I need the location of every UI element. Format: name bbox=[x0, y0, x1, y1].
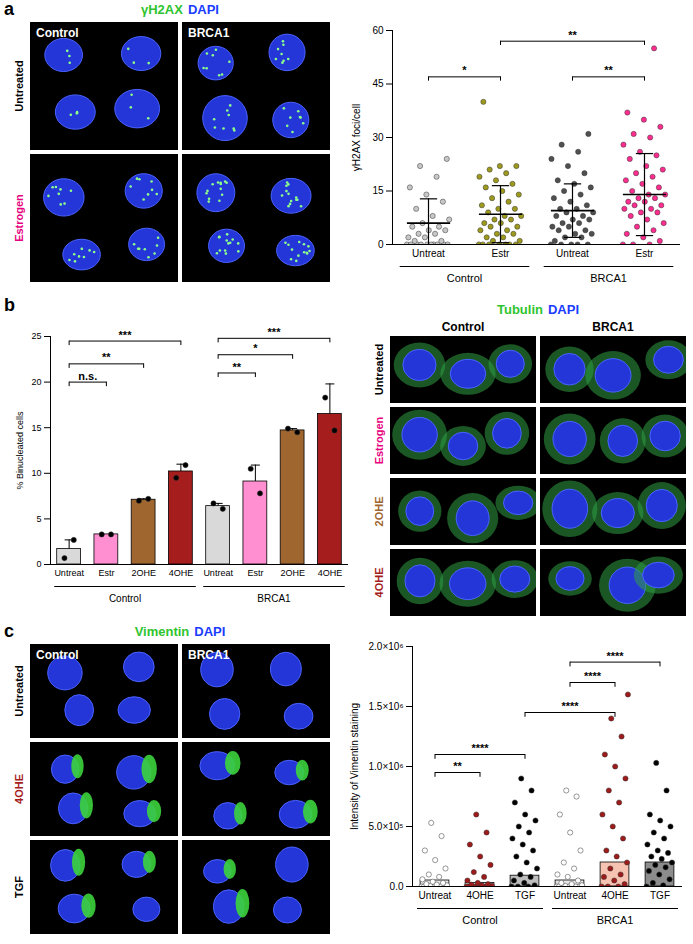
svg-text:1.5×10⁶: 1.5×10⁶ bbox=[369, 701, 404, 712]
svg-text:20: 20 bbox=[31, 377, 41, 387]
html-text:c: c bbox=[4, 621, 14, 641]
svg-text:****: **** bbox=[471, 742, 489, 754]
svg-text:VimentinDAPI: VimentinDAPI bbox=[135, 624, 226, 639]
svg-text:Untreat: Untreat bbox=[554, 890, 587, 901]
svg-text:TGF: TGF bbox=[13, 876, 25, 898]
svg-text:4OHE: 4OHE bbox=[13, 774, 25, 804]
svg-text:Estrogen: Estrogen bbox=[373, 416, 385, 464]
svg-text:TGF: TGF bbox=[650, 890, 670, 901]
svg-text:***: *** bbox=[119, 329, 133, 341]
svg-text:0.0: 0.0 bbox=[390, 881, 404, 892]
svg-text:γH2AX foci/cell: γH2AX foci/cell bbox=[351, 104, 362, 171]
svg-text:Untreat: Untreat bbox=[412, 248, 445, 259]
svg-text:2OHE: 2OHE bbox=[280, 568, 305, 578]
svg-text:15: 15 bbox=[372, 185, 384, 196]
svg-text:*: * bbox=[462, 64, 467, 76]
svg-text:BRCA1: BRCA1 bbox=[188, 26, 230, 40]
html-text:a: a bbox=[4, 0, 14, 19]
svg-text:Intensity of Vimentin staining: Intensity of Vimentin staining bbox=[349, 703, 360, 830]
svg-text:30: 30 bbox=[372, 132, 384, 143]
svg-text:****: **** bbox=[584, 670, 602, 682]
svg-text:Untreated: Untreated bbox=[13, 60, 25, 111]
svg-text:Control: Control bbox=[447, 272, 482, 284]
svg-text:Control: Control bbox=[442, 320, 485, 334]
svg-text:0: 0 bbox=[378, 239, 384, 250]
svg-text:Control: Control bbox=[462, 914, 497, 926]
svg-text:**: ** bbox=[568, 29, 577, 41]
svg-text:25: 25 bbox=[31, 331, 41, 341]
svg-text:**: ** bbox=[604, 64, 613, 76]
svg-text:15: 15 bbox=[31, 423, 41, 433]
svg-text:45: 45 bbox=[372, 78, 384, 89]
svg-text:1.0×10⁶: 1.0×10⁶ bbox=[369, 761, 404, 772]
svg-text:BRCA1: BRCA1 bbox=[257, 593, 291, 604]
svg-text:Control: Control bbox=[36, 26, 79, 40]
svg-text:BRCA1: BRCA1 bbox=[590, 272, 627, 284]
svg-text:0: 0 bbox=[36, 559, 41, 569]
svg-text:****: **** bbox=[606, 650, 624, 662]
svg-text:Untreated: Untreated bbox=[373, 344, 385, 395]
svg-text:2OHE: 2OHE bbox=[131, 568, 156, 578]
svg-text:Estrogen: Estrogen bbox=[13, 194, 25, 242]
svg-text:Estr: Estr bbox=[98, 568, 114, 578]
svg-text:Estr: Estr bbox=[247, 568, 263, 578]
svg-text:**: ** bbox=[453, 760, 462, 772]
svg-text:Estr: Estr bbox=[636, 248, 654, 259]
svg-text:n.s.: n.s. bbox=[78, 370, 97, 382]
svg-text:BRCA1: BRCA1 bbox=[592, 320, 634, 334]
svg-text:TubulinDAPI: TubulinDAPI bbox=[497, 302, 579, 317]
svg-text:Untreat: Untreat bbox=[419, 890, 452, 901]
svg-text:4OHE: 4OHE bbox=[169, 568, 194, 578]
svg-text:BRCA1: BRCA1 bbox=[597, 914, 634, 926]
svg-text:****: **** bbox=[561, 700, 579, 712]
svg-text:BRCA1: BRCA1 bbox=[188, 648, 230, 662]
svg-text:Untreat: Untreat bbox=[203, 568, 233, 578]
svg-text:TGF: TGF bbox=[515, 890, 535, 901]
svg-text:4OHE: 4OHE bbox=[373, 568, 385, 598]
svg-text:**: ** bbox=[232, 361, 241, 373]
svg-text:γH2AXDAPI: γH2AXDAPI bbox=[141, 2, 219, 17]
svg-text:4OHE: 4OHE bbox=[466, 890, 494, 901]
svg-text:Untreat: Untreat bbox=[54, 568, 84, 578]
svg-text:60: 60 bbox=[372, 25, 384, 36]
svg-text:Untreated: Untreated bbox=[13, 665, 25, 716]
svg-text:% Binucleated cells: % Binucleated cells bbox=[15, 411, 25, 490]
svg-text:*: * bbox=[253, 342, 258, 354]
svg-text:5.0×10⁵: 5.0×10⁵ bbox=[368, 821, 403, 832]
svg-text:**: ** bbox=[102, 351, 111, 363]
svg-text:Estr: Estr bbox=[492, 248, 510, 259]
svg-text:5: 5 bbox=[36, 514, 41, 524]
html-text:b: b bbox=[4, 295, 15, 315]
svg-text:2.0×10⁶: 2.0×10⁶ bbox=[369, 641, 404, 652]
svg-text:Untreat: Untreat bbox=[556, 248, 589, 259]
svg-text:4OHE: 4OHE bbox=[318, 568, 343, 578]
svg-text:4OHE: 4OHE bbox=[601, 890, 629, 901]
svg-text:10: 10 bbox=[31, 468, 41, 478]
svg-text:Control: Control bbox=[109, 593, 141, 604]
svg-text:***: *** bbox=[268, 326, 282, 338]
svg-text:2OHE: 2OHE bbox=[373, 497, 385, 527]
svg-text:Control: Control bbox=[36, 648, 79, 662]
